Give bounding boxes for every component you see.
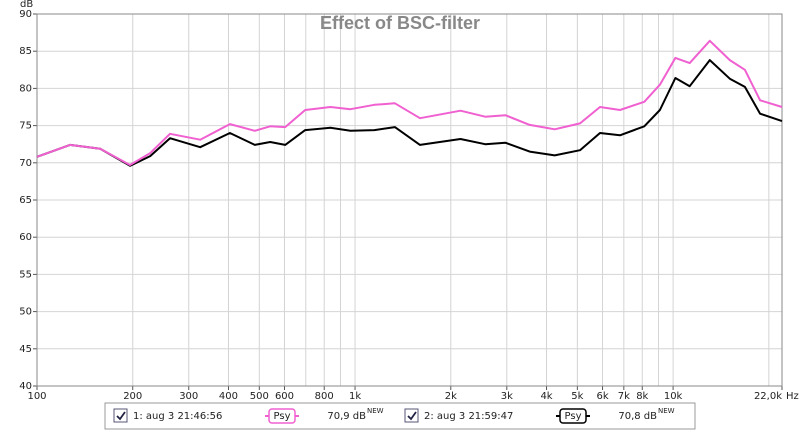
x-tick-label: 3k: [501, 391, 513, 402]
level-label: 70,9 dB: [327, 411, 366, 422]
y-tick-label: 40: [19, 381, 32, 392]
new-badge: NEW: [658, 407, 675, 415]
x-tick-label: 6k: [596, 391, 608, 402]
x-tick-label: 8k: [636, 391, 648, 402]
x-tick-label: 7k: [618, 391, 630, 402]
x-tick-label: 1k: [349, 391, 361, 402]
x-tick-label: 5k: [571, 391, 583, 402]
x-tick-label: 500: [250, 391, 269, 402]
x-tick-label: 100: [27, 391, 46, 402]
checkbox[interactable]: [113, 408, 128, 423]
legend-label: 2: aug 3 21:59:47: [424, 411, 513, 422]
x-tick-label: 10k: [664, 391, 683, 402]
legend-label: 1: aug 3 21:46:56: [133, 411, 222, 422]
x-tick-label: 200: [123, 391, 142, 402]
x-tick-label: 400: [219, 391, 238, 402]
y-tick-label: 80: [19, 83, 32, 94]
new-badge: NEW: [367, 407, 384, 415]
x-tick-label: 600: [275, 391, 294, 402]
x-tick-label: 300: [179, 391, 198, 402]
smoothing-label: Psy: [565, 411, 582, 422]
legend: 1: aug 3 21:46:56 Psy 70,9 dB NEW 2: aug 3 2…: [113, 407, 675, 424]
x-tick-label: 2k: [445, 391, 457, 402]
plot-border: [36, 13, 783, 387]
y-axis-label: dB: [20, 0, 33, 10]
x-axis-unit: Hz: [786, 391, 799, 402]
smoothing-box: [268, 408, 296, 424]
y-tick-label: 85: [19, 46, 32, 57]
y-tick-label: 55: [19, 269, 32, 280]
y-tick-label: 45: [19, 344, 32, 355]
y-tick-label: 75: [19, 121, 32, 132]
smoothing-label: Psy: [274, 411, 291, 422]
level-label: 70,8 dB: [618, 411, 657, 422]
smoothing-box: [559, 408, 587, 424]
checkmark: [116, 411, 126, 421]
y-tick-label: 90: [19, 9, 32, 20]
chart-title: Effect of BSC-filter: [320, 13, 480, 33]
series-line: [36, 59, 783, 167]
y-tick-label: 50: [19, 307, 32, 318]
y-tick-label: 60: [19, 232, 32, 243]
x-tick-label: 22,0k: [754, 391, 782, 402]
checkbox[interactable]: [404, 408, 419, 423]
y-tick-label: 65: [19, 195, 32, 206]
y-tick-label: 70: [19, 158, 32, 169]
legend-box: [104, 402, 696, 430]
plot-area: 40 45 50 55 60 65 70 75 80 85 90 100 200 300 400 500 600…: [19, 9, 799, 402]
x-tick-label: 800: [315, 391, 334, 402]
x-tick-label: 4k: [540, 391, 552, 402]
checkmark: [407, 411, 417, 421]
series-line: [36, 39, 783, 166]
